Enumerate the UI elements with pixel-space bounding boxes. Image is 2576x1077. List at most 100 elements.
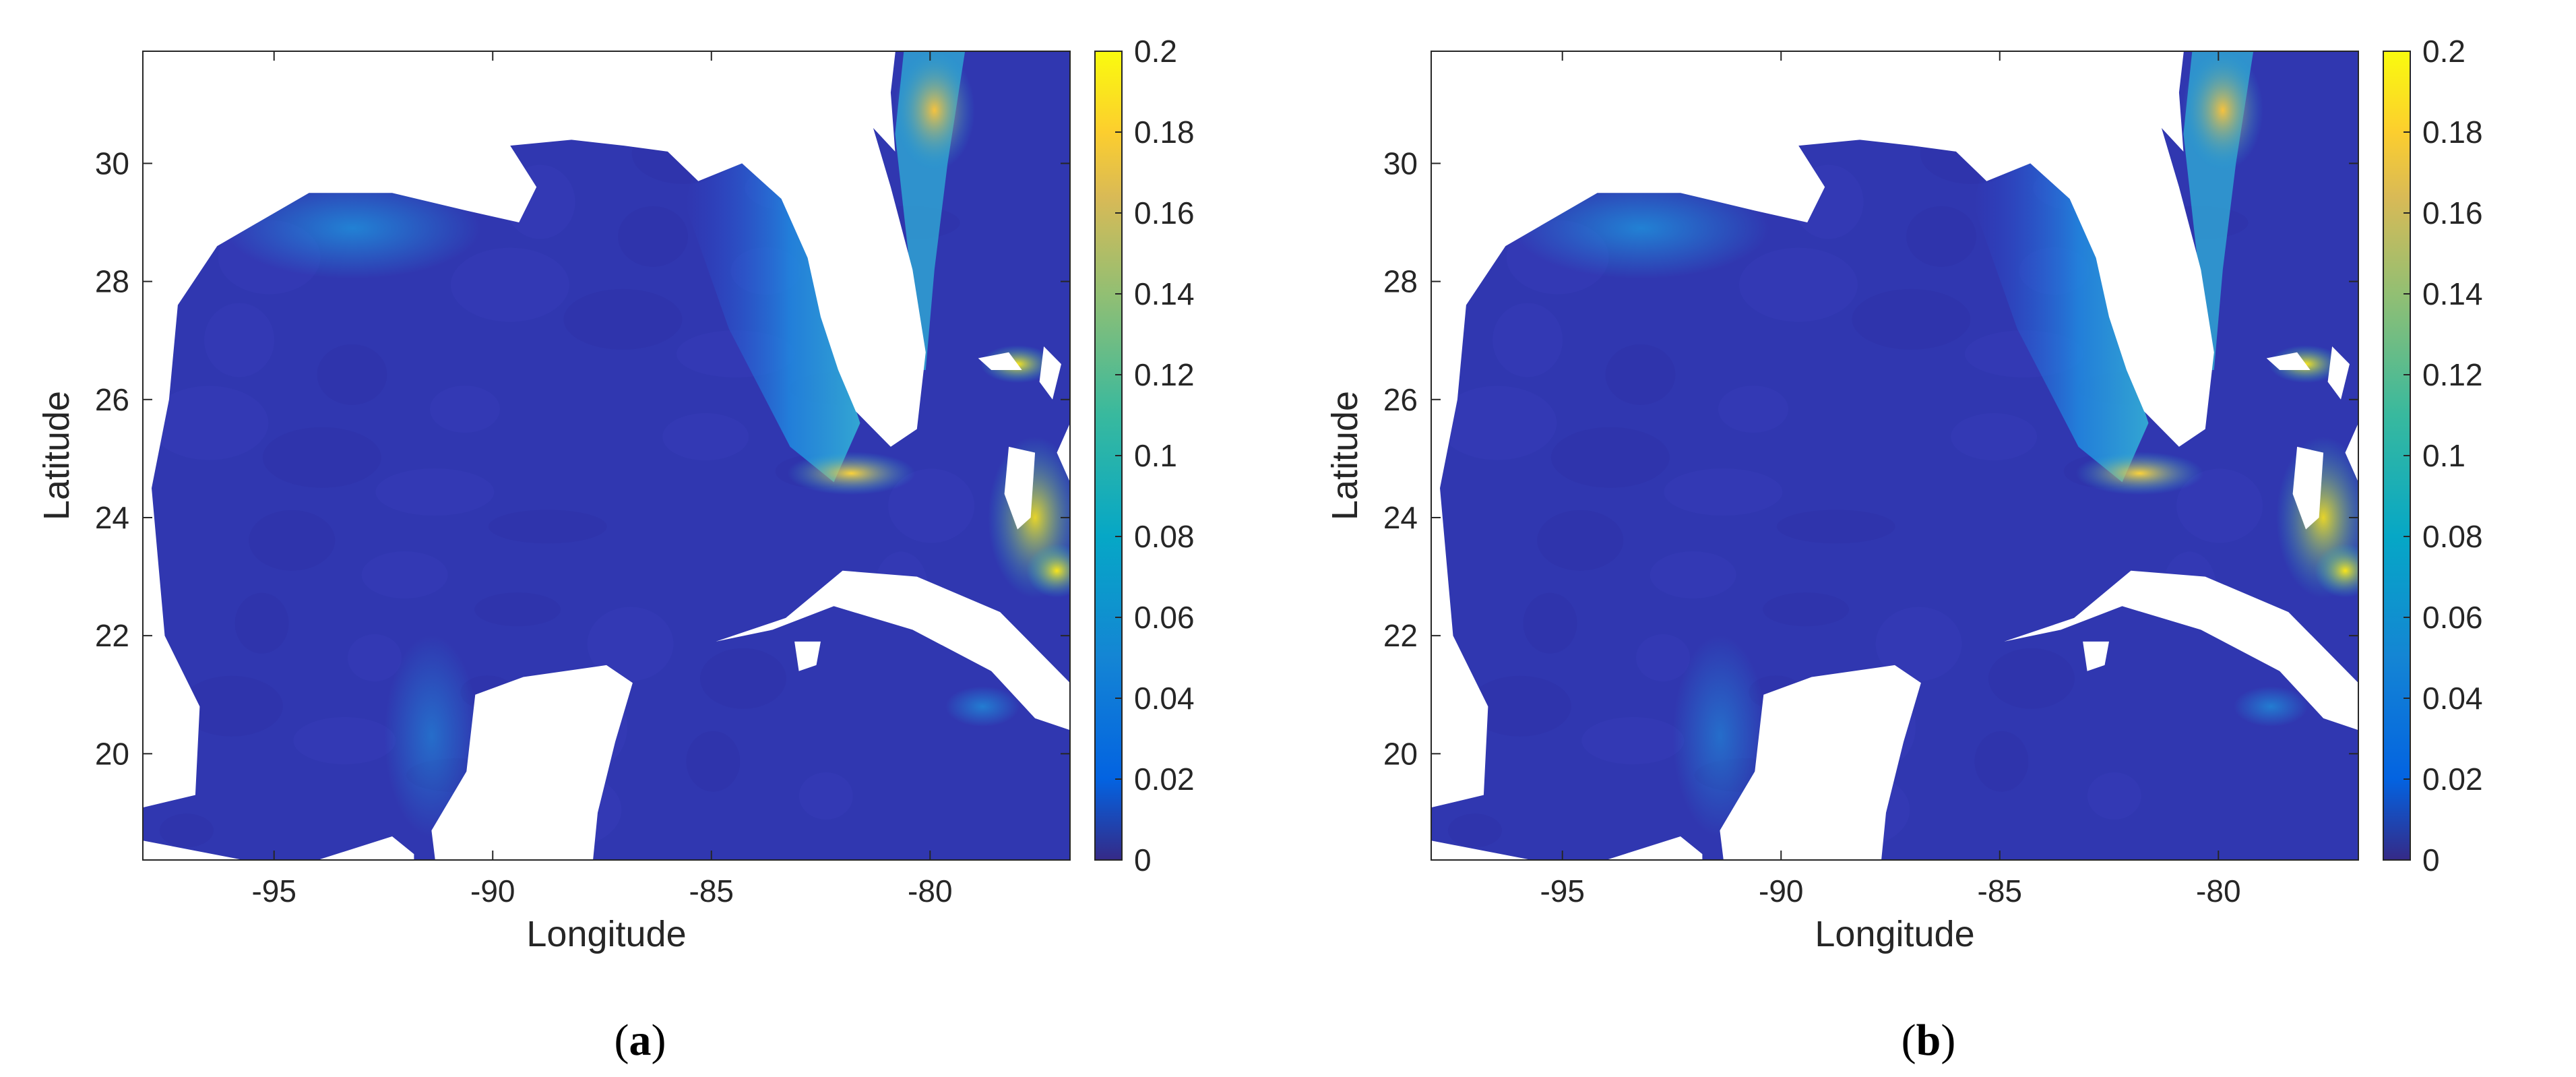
colorbar-tick-label: 0.1: [1134, 438, 1177, 473]
axes-frame: [142, 51, 1071, 861]
caption-close-paren: ): [652, 1016, 666, 1065]
bahamas-edge-signal: [2315, 543, 2358, 598]
texture-eddy: [1664, 468, 1783, 516]
colorbar-tick-label: 0.16: [2422, 195, 2483, 230]
texture-eddy: [587, 607, 674, 681]
axes-frame: [1431, 51, 2359, 861]
colorbar-tick-label: 0.12: [1134, 357, 1195, 392]
x-tick-label: -90: [1759, 873, 1803, 909]
colorbar-tick-label: 0.06: [2422, 600, 2483, 635]
land-isla-juventud: [794, 641, 821, 671]
gulf-stream-core: [893, 51, 975, 171]
colorbar-tick-label: 0.12: [2422, 357, 2483, 392]
texture-eddy: [150, 386, 269, 460]
caption-letter: b: [1916, 1016, 1941, 1065]
texture-eddy: [798, 772, 853, 820]
heatmap-field: [143, 51, 1070, 860]
texture-eddy: [1988, 648, 2075, 709]
texture-eddy: [375, 468, 495, 516]
panel-caption: (b): [1902, 1016, 1956, 1065]
texture-eddy: [700, 648, 787, 709]
texture-eddy: [1738, 247, 1858, 322]
land-grand-bahama: [2266, 352, 2311, 370]
panel-caption: (a): [615, 1016, 666, 1065]
land-cuba: [2004, 570, 2358, 731]
x-tick-label: -95: [251, 873, 296, 909]
texture-eddy: [488, 510, 607, 544]
y-tick-label: 30: [95, 146, 129, 181]
texture-eddy: [317, 344, 387, 405]
land-yucatan: [431, 665, 633, 860]
texture-eddy: [1875, 607, 1962, 681]
land-grand-bahama: [978, 352, 1022, 370]
texture-eddy: [1550, 427, 1670, 488]
y-tick-label: 30: [1383, 146, 1418, 181]
land-isla-juventud: [2083, 641, 2109, 671]
texture-eddy: [1438, 386, 1557, 460]
land-eleuthera: [2345, 423, 2358, 483]
texture-eddy: [888, 468, 975, 543]
colorbar-tick-label: 0.18: [2422, 115, 2483, 150]
texture-eddy: [204, 303, 275, 377]
west-florida-shelf-signal: [1973, 151, 2149, 483]
colorbar-tick-label: 0.04: [1134, 681, 1195, 716]
texture-eddy: [1776, 510, 1895, 544]
caption-letter: a: [629, 1016, 652, 1065]
texture-eddy: [262, 427, 381, 488]
land-north-america: [1431, 51, 2214, 808]
land-mexico-south: [143, 836, 414, 860]
y-tick-label: 20: [1383, 736, 1418, 771]
y-axis-label: Latitude: [1325, 391, 1365, 520]
y-tick-label: 24: [1383, 500, 1418, 535]
y-tick-label: 28: [95, 264, 129, 299]
texture-eddy: [450, 247, 569, 322]
texture-eddy: [563, 288, 683, 350]
texture-eddy: [2087, 772, 2141, 820]
heatmap-field: [1431, 51, 2358, 860]
texture-eddy: [1974, 731, 2029, 792]
colorbar-tick-label: 0.06: [1134, 600, 1195, 635]
land-cuba: [716, 570, 1070, 731]
land-andros: [2292, 446, 2324, 530]
land-yucatan: [1720, 665, 1921, 860]
x-axis-label: Longitude: [1815, 914, 1974, 954]
texture-eddy: [474, 592, 561, 627]
texture-eddy: [361, 551, 448, 599]
florida-keys-signal: [2075, 452, 2204, 495]
texture-eddy: [1493, 303, 1563, 377]
texture-eddy: [234, 592, 289, 654]
x-tick-label: -80: [908, 873, 952, 909]
texture-eddy: [293, 716, 396, 764]
caption-open-paren: (: [615, 1016, 629, 1065]
colorbar-tick-label: 0.14: [2422, 276, 2483, 311]
texture-eddy: [618, 206, 689, 267]
y-tick-label: 28: [1383, 264, 1418, 299]
y-axis-label: Latitude: [36, 391, 77, 520]
florida-keys-signal: [787, 452, 916, 495]
colorbar-tick-label: 0.1: [2422, 438, 2465, 473]
land-north-america: [143, 51, 926, 808]
x-tick-label: -90: [470, 873, 515, 909]
texture-eddy: [1447, 813, 1502, 848]
x-tick-label: -80: [2196, 873, 2240, 909]
y-tick-label: 22: [1383, 618, 1418, 653]
land-andros: [1004, 446, 1036, 530]
y-tick-label: 26: [95, 382, 129, 417]
colorbar-tick-label: 0.16: [1134, 195, 1195, 230]
land-mexico-south: [1431, 836, 1703, 860]
colorbar-tick-label: 0.2: [2422, 34, 2465, 69]
colorbar-tick-label: 0: [1134, 842, 1152, 878]
x-tick-label: -85: [689, 873, 734, 909]
texture-eddy: [348, 634, 402, 681]
x-tick-label: -85: [1978, 873, 2022, 909]
texture-eddy: [1537, 510, 1624, 571]
caption-open-paren: (: [1902, 1016, 1916, 1065]
land-abaco: [1039, 346, 1061, 400]
land-abaco: [2327, 346, 2350, 400]
texture-eddy: [1650, 551, 1736, 599]
texture-eddy: [1951, 413, 2038, 461]
texture-eddy: [1636, 634, 1690, 681]
y-tick-label: 22: [95, 618, 129, 653]
colorbar-tick-label: 0.04: [2422, 681, 2483, 716]
